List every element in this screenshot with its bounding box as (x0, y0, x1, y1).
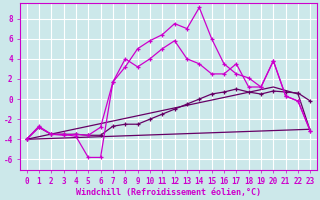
X-axis label: Windchill (Refroidissement éolien,°C): Windchill (Refroidissement éolien,°C) (76, 188, 261, 197)
